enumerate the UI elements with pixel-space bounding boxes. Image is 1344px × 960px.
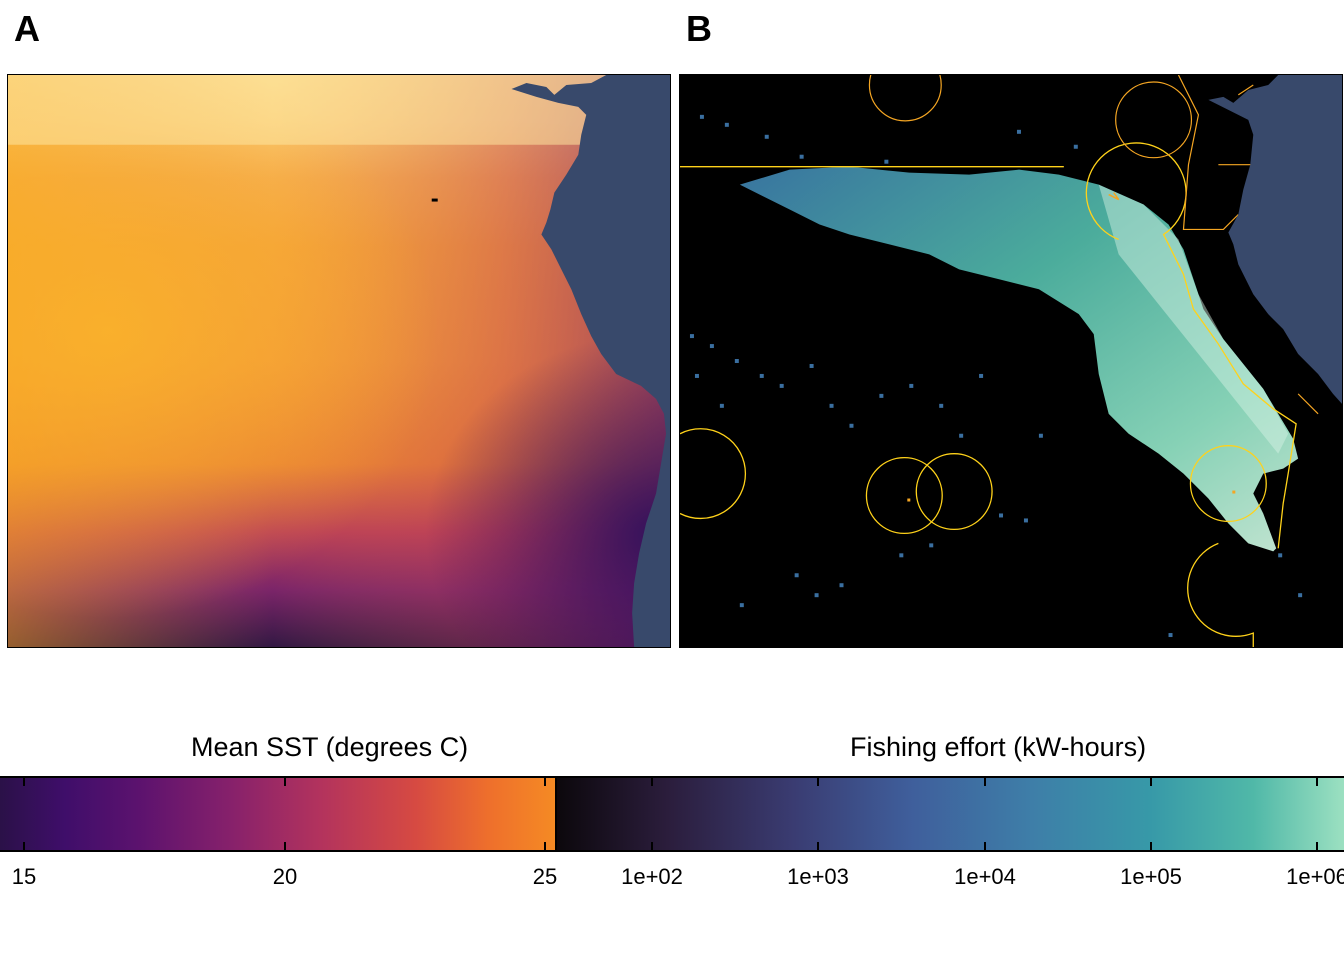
land-south-america [511, 75, 670, 647]
effort-tick-mark [1150, 776, 1152, 786]
sst-tick-mark [544, 776, 546, 786]
sst-tick-label: 25 [532, 864, 558, 889]
country-boundaries [868, 75, 1319, 502]
panel-label-a: A [14, 8, 40, 49]
land-south-america [1208, 75, 1342, 404]
panel-label-b: B [686, 8, 712, 49]
fishing-effort-map [680, 75, 1342, 647]
sst-map-panel [7, 74, 671, 648]
effort-tick-mark [984, 776, 986, 786]
effort-tick-label: 1e+04 [954, 864, 1016, 889]
eez-boundaries [680, 142, 1297, 647]
high-effort-band [739, 166, 1299, 552]
effort-tick-mark [1150, 842, 1152, 852]
fishing-effort-map-panel [679, 74, 1343, 648]
effort-tick-mark [817, 776, 819, 786]
effort-tick-mark [651, 842, 653, 852]
effort-tick-label: 1e+02 [621, 864, 683, 889]
sst-colorbar [0, 776, 557, 852]
effort-tick-mark [1316, 776, 1318, 786]
sst-tick-mark [284, 776, 286, 786]
effort-tick-label: 1e+05 [1120, 864, 1182, 889]
effort-tick-label: 1e+03 [787, 864, 849, 889]
sst-map [8, 75, 670, 647]
effort-tick-mark [1316, 842, 1318, 852]
sst-tick-label: 20 [272, 864, 298, 889]
sst-tick-mark [284, 842, 286, 852]
sst-tick-mark [544, 842, 546, 852]
effort-tick-mark [651, 776, 653, 786]
sst-tick-label: 15 [11, 864, 37, 889]
effort-colorbar [555, 776, 1344, 852]
low-effort-pixels [689, 114, 1303, 638]
sst-legend-title: Mean SST (degrees C) [191, 732, 469, 762]
effort-legend-title: Fishing effort (kW-hours) [850, 732, 1147, 762]
effort-tick-label: 1e+06 [1286, 864, 1344, 889]
effort-tick-mark [984, 842, 986, 852]
effort-tick-mark [817, 842, 819, 852]
sst-tick-mark [23, 842, 25, 852]
sst-tick-mark [23, 776, 25, 786]
